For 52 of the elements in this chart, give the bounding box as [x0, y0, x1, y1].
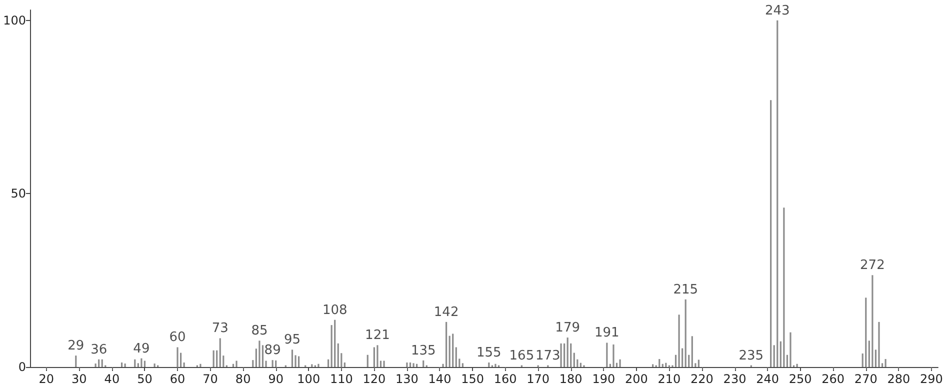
- annotation: 272: [860, 258, 885, 274]
- annotation: 29: [68, 338, 84, 354]
- x-tick-label: 240: [756, 372, 779, 386]
- y-tick-label: 50: [10, 186, 26, 201]
- annotation: 108: [322, 302, 348, 318]
- annotation: 215: [673, 282, 698, 298]
- x-tick-label: 170: [526, 372, 550, 386]
- annotation: 142: [434, 304, 459, 320]
- x-tick-label: 90: [268, 372, 284, 386]
- x-tick-label: 190: [592, 372, 616, 386]
- x-tick-label: 120: [362, 372, 386, 386]
- x-tick-label: 30: [72, 372, 87, 386]
- annotation: 243: [764, 3, 790, 18]
- annotation: 155: [476, 345, 502, 360]
- annotation: 165: [509, 348, 534, 364]
- x-tick-label: 20: [38, 372, 54, 386]
- x-tick-label: 80: [235, 372, 251, 386]
- x-tick-label: 110: [330, 372, 353, 386]
- x-tick-label: 130: [396, 372, 418, 386]
- annotation: 135: [410, 343, 436, 358]
- annotation: 49: [133, 341, 150, 356]
- annotation: 85: [251, 324, 268, 339]
- x-tick-label: 260: [822, 372, 845, 386]
- x-tick-label: 50: [137, 372, 152, 386]
- x-tick-label: 150: [461, 372, 484, 386]
- x-tick-label: 180: [559, 372, 582, 386]
- annotation: 89: [264, 343, 281, 358]
- x-tick-label: 230: [723, 372, 746, 386]
- annotation: 121: [365, 328, 390, 344]
- x-tick-label: 100: [297, 372, 320, 386]
- x-tick-label: 270: [854, 372, 878, 386]
- x-tick-label: 140: [428, 372, 452, 386]
- annotation: 173: [536, 348, 560, 364]
- annotation: 235: [738, 348, 764, 364]
- x-tick-label: 70: [202, 372, 218, 386]
- x-tick-label: 250: [788, 372, 812, 386]
- x-tick-label: 280: [887, 372, 910, 386]
- annotation: 191: [594, 326, 620, 341]
- x-tick-label: 40: [104, 372, 120, 386]
- x-tick-label: 290: [920, 372, 943, 386]
- annotation: 73: [212, 321, 228, 336]
- annotation: 95: [284, 332, 301, 348]
- annotation: 60: [169, 330, 186, 346]
- y-tick-label: 0: [18, 360, 26, 374]
- x-tick-label: 60: [170, 372, 186, 386]
- x-tick-label: 200: [624, 372, 648, 386]
- x-tick-label: 210: [658, 372, 681, 386]
- x-tick-label: 220: [690, 372, 714, 386]
- annotation: 179: [555, 320, 580, 336]
- x-tick-label: 160: [494, 372, 517, 386]
- annotation: 36: [90, 342, 108, 358]
- y-tick-label: 100: [3, 13, 26, 28]
